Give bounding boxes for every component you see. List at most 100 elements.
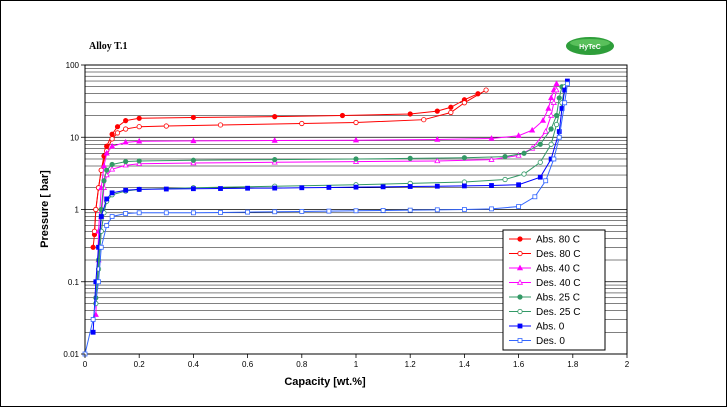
data-point [104,196,110,202]
legend-label: Des. 25 C [536,307,580,318]
y-tick-label: 1 [75,206,80,215]
data-point [98,244,104,250]
data-point [353,156,359,162]
data-point [245,185,251,191]
data-point [90,317,96,322]
data-point [163,210,169,216]
legend-marker [517,236,523,242]
data-point [299,120,305,127]
data-point [104,167,110,173]
data-point [448,104,454,110]
data-point [564,81,570,87]
data-point [352,136,360,143]
data-point [190,186,196,192]
data-point [109,165,116,172]
data-point [123,118,129,124]
y-axis-label: Pressure [ bar] [39,170,51,248]
x-tick-label: 2 [625,360,630,369]
data-point [532,194,538,200]
y-tick-label: 100 [66,61,80,70]
data-point [353,184,359,190]
data-point [461,155,467,161]
legend-entry: Abs. 0 [509,322,565,333]
x-axis-label: Capacity [wt.%] [284,376,366,388]
data-point [272,185,278,191]
data-point [190,114,196,121]
legend-marker [517,308,523,315]
data-point [515,152,522,158]
data-point [407,111,413,117]
data-point [380,184,386,190]
series-line [84,83,568,355]
data-point [326,208,332,214]
legend-marker [516,264,524,271]
data-point [123,211,129,216]
legend-marker [516,279,524,285]
data-point [550,99,557,105]
data-point [218,210,223,215]
data-point [218,186,223,191]
data-point [421,117,427,123]
data-point [122,138,129,145]
data-point [407,184,413,189]
data-point [136,158,142,164]
data-point [299,209,305,214]
data-point [556,95,562,101]
data-point [461,207,467,212]
x-tick-label: 0.2 [134,360,146,369]
x-tick-label: 0.8 [296,360,308,369]
legend-label: Abs. 80 C [536,235,580,246]
data-point [136,186,142,192]
legend-label: Des. 80 C [536,249,580,260]
series-6 [90,78,570,335]
data-point [190,157,196,163]
data-point [548,141,554,147]
legend-marker [517,250,523,257]
data-point [271,137,278,143]
legend-marker [517,338,523,343]
data-point [556,129,562,134]
x-tick-label: 0.6 [242,360,254,369]
data-point [136,210,142,216]
data-point [163,123,169,129]
data-point [190,210,196,216]
data-point [516,204,521,209]
data-point [516,182,521,188]
data-point [539,117,547,123]
legend-marker [517,294,523,300]
data-point [93,206,99,213]
data-point [217,122,224,128]
data-point [98,214,104,219]
data-point [90,244,96,250]
x-tick-label: 1.4 [459,360,471,369]
x-tick-label: 1.2 [405,360,417,369]
logo-text: HyTeC [579,44,601,51]
data-point [553,121,560,128]
legend-label: Abs. 40 C [536,264,580,275]
data-point [90,329,96,335]
data-point [489,183,494,188]
data-point [407,155,413,161]
data-point [553,80,560,86]
data-point [353,208,359,214]
data-point [101,178,107,184]
data-point [548,126,554,132]
legend-entry: Des. 0 [509,336,565,347]
data-point [461,183,467,189]
data-point [136,124,142,130]
data-point [122,161,129,168]
legend-box [502,229,606,351]
data-point [123,187,129,193]
data-point [488,156,495,162]
data-point [100,162,108,169]
data-point [461,100,467,106]
data-point [245,209,251,215]
legend: Abs. 80 C Des. 80 C Abs. 40 C Des. 40 C Abs.… [502,229,606,351]
series-1 [91,87,489,234]
data-point [545,105,552,111]
series-4 [93,84,565,301]
legend-entry: Des. 80 C [509,249,580,260]
legend-entry: Abs. 25 C [509,293,580,304]
data-point [123,126,129,132]
